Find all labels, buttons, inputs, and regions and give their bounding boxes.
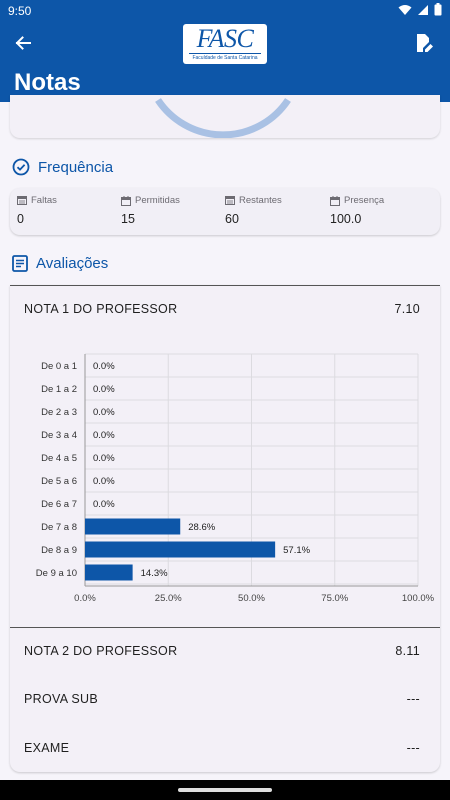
stat-label: Presença xyxy=(344,195,385,206)
avaliacoes-title: Avaliações xyxy=(36,255,109,272)
avaliacoes-header: Avaliações xyxy=(12,255,108,272)
stat-value: 15 xyxy=(121,212,135,226)
y-category-label: De 5 a 6 xyxy=(41,476,77,487)
arrow-back-icon xyxy=(15,36,31,50)
back-button[interactable] xyxy=(10,30,36,56)
bar-value-label: 0.0% xyxy=(93,476,115,487)
bar-value-label: 0.0% xyxy=(93,430,115,441)
bar-value-label: 57.1% xyxy=(283,545,310,556)
gesture-handle[interactable] xyxy=(178,788,272,792)
stat-presenca: Presença 100.0 xyxy=(330,195,384,226)
stat-value: 100.0 xyxy=(330,212,362,226)
x-tick-label: 25.0% xyxy=(155,593,182,604)
y-category-label: De 3 a 4 xyxy=(41,430,77,441)
signal-icon xyxy=(418,4,428,15)
grade-name: NOTA 2 DO PROFESSOR xyxy=(24,644,178,658)
edit-document-button[interactable] xyxy=(412,31,436,55)
frequencia-header: Frequência xyxy=(12,158,113,176)
grade-distribution-chart: 0.0% 25.0% 50.0% 75.0% 100.0% De 0 a 1 0.0% De … xyxy=(36,353,435,604)
calendar-grid-icon xyxy=(225,196,235,205)
bar-value-label: 0.0% xyxy=(93,384,115,395)
stat-label: Faltas xyxy=(31,195,57,206)
y-category-label: De 6 a 7 xyxy=(41,499,77,510)
grade-row-exame[interactable]: EXAME --- xyxy=(24,741,420,755)
check-circle-icon xyxy=(12,158,30,176)
avaliacoes-card: NOTA 1 DO PROFESSOR 7.10 NOTA 2 DO PROFE… xyxy=(10,285,440,772)
bar-value-label: 0.0% xyxy=(93,499,115,510)
stat-label: Restantes xyxy=(239,195,282,206)
y-category-label: De 2 a 3 xyxy=(41,407,77,418)
stat-faltas: Faltas 0 xyxy=(17,195,57,226)
grade-value: --- xyxy=(406,741,420,755)
grade-value: --- xyxy=(406,692,420,706)
app-bar: FASC Faculdade de Santa Catarina Notas xyxy=(0,22,450,102)
bar-value-label: 28.6% xyxy=(188,522,215,533)
x-tick-label: 50.0% xyxy=(238,593,265,604)
x-tick-label: 0.0% xyxy=(74,593,96,604)
summary-card xyxy=(10,95,440,138)
stat-value: 60 xyxy=(225,212,239,226)
grade-name: PROVA SUB xyxy=(24,692,99,706)
logo-text: FASC xyxy=(196,24,254,53)
grade-value: 8.11 xyxy=(395,644,420,658)
status-bar: 9:50 xyxy=(0,0,450,22)
divider xyxy=(10,627,440,628)
calendar-icon xyxy=(330,195,340,206)
logo-subtitle: Faculdade de Santa Catarina xyxy=(189,53,261,61)
bar xyxy=(85,541,276,558)
grade-name: EXAME xyxy=(24,741,70,755)
frequencia-title: Frequência xyxy=(38,158,114,176)
grade-name: NOTA 1 DO PROFESSOR xyxy=(24,302,178,316)
status-icons xyxy=(398,3,442,16)
page-title: Notas xyxy=(14,69,81,96)
bar-value-label: 14.3% xyxy=(141,568,168,579)
grade-value: 7.10 xyxy=(394,302,420,316)
x-tick-label: 100.0% xyxy=(402,593,435,604)
grade-row-nota1[interactable]: NOTA 1 DO PROFESSOR 7.10 xyxy=(24,302,420,316)
wifi-icon xyxy=(398,4,412,15)
progress-ring xyxy=(155,98,291,138)
bar-value-label: 0.0% xyxy=(93,453,115,464)
status-time: 9:50 xyxy=(8,4,32,18)
edit-document-icon xyxy=(417,34,433,52)
stat-value: 0 xyxy=(17,212,24,226)
frequencia-card: Faltas 0 Permitidas 15 Restantes 60 Pres… xyxy=(10,188,440,235)
bar xyxy=(85,564,133,581)
bar xyxy=(85,518,181,535)
x-tick-label: 75.0% xyxy=(321,593,348,604)
y-category-label: De 1 a 2 xyxy=(41,384,77,395)
stat-permitidas: Permitidas 15 xyxy=(121,195,180,226)
bar-value-label: 0.0% xyxy=(93,407,115,418)
document-list-icon xyxy=(12,255,28,272)
fasc-logo: FASC Faculdade de Santa Catarina xyxy=(183,24,267,64)
y-category-label: De 4 a 5 xyxy=(41,453,77,464)
grade-row-nota2[interactable]: NOTA 2 DO PROFESSOR 8.11 xyxy=(24,644,420,658)
y-category-label: De 9 a 10 xyxy=(36,568,77,579)
y-category-label: De 0 a 1 xyxy=(41,361,77,372)
calendar-icon xyxy=(121,195,131,206)
stat-restantes: Restantes 60 xyxy=(225,195,282,226)
system-nav-bar xyxy=(0,780,450,800)
battery-icon xyxy=(434,3,442,16)
bar-value-label: 0.0% xyxy=(93,361,115,372)
y-category-label: De 8 a 9 xyxy=(41,545,77,556)
stat-label: Permitidas xyxy=(135,195,180,206)
y-category-label: De 7 a 8 xyxy=(41,522,77,533)
calendar-grid-icon xyxy=(17,196,27,205)
grade-row-prova-sub[interactable]: PROVA SUB --- xyxy=(24,692,420,706)
